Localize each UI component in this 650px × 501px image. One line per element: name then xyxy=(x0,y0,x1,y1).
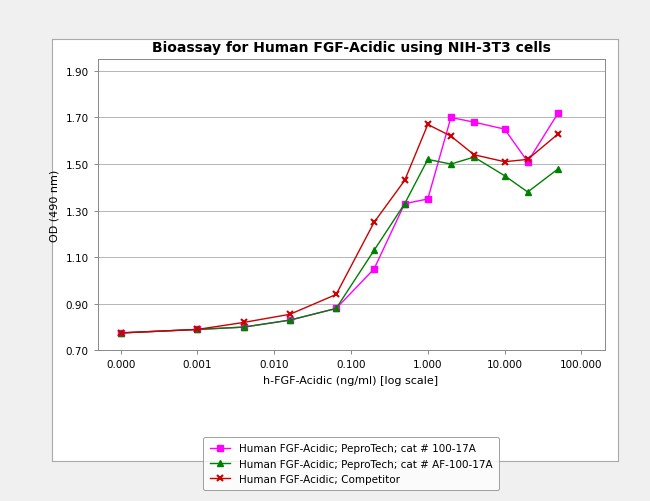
Human FGF-Acidic; PeproTech; cat # 100-17A xyxy=(424,196,432,202)
Human FGF-Acidic; Competitor xyxy=(370,220,378,226)
Human FGF-Acidic; PeproTech; cat # AF-100-17A xyxy=(554,166,562,172)
Human FGF-Acidic; PeproTech; cat # AF-100-17A xyxy=(424,157,432,163)
Legend: Human FGF-Acidic; PeproTech; cat # 100-17A, Human FGF-Acidic; PeproTech; cat # A: Human FGF-Acidic; PeproTech; cat # 100-1… xyxy=(203,437,499,490)
Human FGF-Acidic; Competitor xyxy=(117,330,125,336)
Human FGF-Acidic; PeproTech; cat # AF-100-17A xyxy=(117,330,125,336)
Human FGF-Acidic; PeproTech; cat # 100-17A xyxy=(332,306,340,312)
Human FGF-Acidic; Competitor xyxy=(447,134,455,140)
Human FGF-Acidic; PeproTech; cat # 100-17A xyxy=(370,267,378,273)
Human FGF-Acidic; Competitor xyxy=(194,327,202,333)
Human FGF-Acidic; Competitor xyxy=(286,312,294,318)
Human FGF-Acidic; PeproTech; cat # AF-100-17A xyxy=(370,247,378,254)
Human FGF-Acidic; PeproTech; cat # AF-100-17A xyxy=(447,162,455,168)
Human FGF-Acidic; PeproTech; cat # 100-17A xyxy=(286,318,294,324)
Title: Bioassay for Human FGF-Acidic using NIH-3T3 cells: Bioassay for Human FGF-Acidic using NIH-… xyxy=(151,41,551,55)
Human FGF-Acidic; PeproTech; cat # AF-100-17A xyxy=(194,327,202,333)
Human FGF-Acidic; Competitor xyxy=(401,178,409,184)
Human FGF-Acidic; PeproTech; cat # 100-17A xyxy=(117,330,125,336)
Human FGF-Acidic; PeproTech; cat # 100-17A xyxy=(401,201,409,207)
Line: Human FGF-Acidic; PeproTech; cat # AF-100-17A: Human FGF-Acidic; PeproTech; cat # AF-10… xyxy=(118,155,561,336)
Human FGF-Acidic; Competitor xyxy=(554,131,562,137)
Line: Human FGF-Acidic; Competitor: Human FGF-Acidic; Competitor xyxy=(117,122,562,337)
Line: Human FGF-Acidic; PeproTech; cat # 100-17A: Human FGF-Acidic; PeproTech; cat # 100-1… xyxy=(118,111,561,336)
Human FGF-Acidic; PeproTech; cat # 100-17A xyxy=(500,127,508,133)
Human FGF-Acidic; PeproTech; cat # 100-17A xyxy=(554,111,562,117)
Human FGF-Acidic; PeproTech; cat # 100-17A xyxy=(524,159,532,165)
Human FGF-Acidic; PeproTech; cat # AF-100-17A xyxy=(401,201,409,207)
Human FGF-Acidic; PeproTech; cat # AF-100-17A xyxy=(500,173,508,179)
Human FGF-Acidic; PeproTech; cat # AF-100-17A xyxy=(240,325,248,331)
Human FGF-Acidic; PeproTech; cat # 100-17A xyxy=(470,120,478,126)
Human FGF-Acidic; Competitor xyxy=(332,292,340,298)
Human FGF-Acidic; Competitor xyxy=(524,157,532,163)
Human FGF-Acidic; Competitor xyxy=(500,159,508,165)
Human FGF-Acidic; PeproTech; cat # AF-100-17A xyxy=(524,189,532,195)
Y-axis label: OD (490 nm): OD (490 nm) xyxy=(50,169,60,241)
Human FGF-Acidic; Competitor xyxy=(424,122,432,128)
Human FGF-Acidic; PeproTech; cat # AF-100-17A xyxy=(332,306,340,312)
Human FGF-Acidic; PeproTech; cat # 100-17A xyxy=(194,327,202,333)
Human FGF-Acidic; PeproTech; cat # 100-17A xyxy=(240,325,248,331)
Human FGF-Acidic; PeproTech; cat # AF-100-17A xyxy=(286,318,294,324)
X-axis label: h-FGF-Acidic (ng/ml) [log scale]: h-FGF-Acidic (ng/ml) [log scale] xyxy=(263,375,439,385)
Human FGF-Acidic; PeproTech; cat # 100-17A xyxy=(447,115,455,121)
Human FGF-Acidic; Competitor xyxy=(240,320,248,326)
Human FGF-Acidic; Competitor xyxy=(470,152,478,158)
Human FGF-Acidic; PeproTech; cat # AF-100-17A xyxy=(470,155,478,161)
